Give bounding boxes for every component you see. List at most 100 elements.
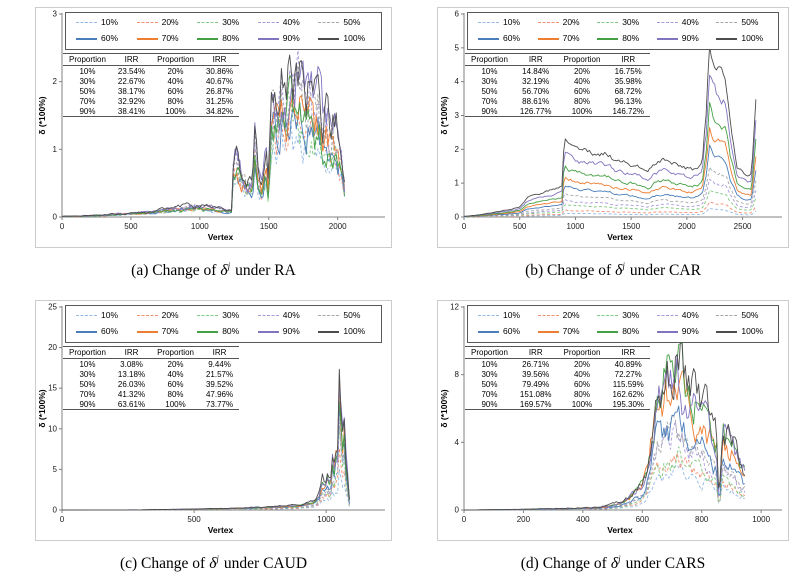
chart-legend-a: 10% 20% 30% 40% 50% 60% 70% 80% 90% 100% <box>65 12 382 50</box>
irr-table-header: IRR <box>513 53 558 66</box>
irr-table-header: IRR <box>606 346 651 359</box>
irr-table-cell: 40% <box>573 369 590 379</box>
legend-label: 20% <box>562 17 580 27</box>
legend-item-60%: 60% <box>76 34 137 43</box>
delta-symbol: δ <box>610 555 619 573</box>
irr-table-cell: 60% <box>167 379 184 389</box>
irr-table-cell: 9.44% <box>208 359 231 369</box>
legend-line-sample <box>478 330 499 333</box>
series-line-30% <box>62 425 350 511</box>
caption-suffix: under CAUD <box>223 555 308 573</box>
x-tick-label: 0 <box>462 222 467 231</box>
irr-table-cell: 40.89% <box>614 359 642 369</box>
chart-frame-a: 0 1 2 3 0 500 1000 1500 2000 Vertex δ (*100%) 10% 2… <box>35 7 392 248</box>
legend-line-sample <box>257 315 279 316</box>
irr-table-d: Proportion IRR Proportion IRR 10% 26.71% 20% 40… <box>465 346 651 410</box>
irr-table-cell: 96.13% <box>614 96 642 106</box>
legend-line-sample <box>76 22 97 23</box>
proportion-irr-table: Proportion IRR Proportion IRR 10% 23.54% 20% 30… <box>63 53 240 117</box>
series-line-50% <box>464 166 757 218</box>
legend-line-sample <box>136 330 158 333</box>
y-tick-label: 4 <box>455 77 460 86</box>
x-axis-label: Vertex <box>208 525 234 535</box>
irr-table-c: Proportion IRR Proportion IRR 10% 3.08% 20% 9.4… <box>63 346 240 410</box>
irr-table-cell: 90% <box>465 106 514 117</box>
legend-line-sample <box>537 315 559 316</box>
legend-label: 50% <box>343 17 361 27</box>
legend-line-sample <box>716 37 738 40</box>
irr-table-header: IRR <box>606 53 651 66</box>
legend-label: 30% <box>222 17 240 27</box>
irr-table-cell: 20% <box>573 359 590 369</box>
series-line-100% <box>62 368 350 511</box>
legend-item-20%: 20% <box>537 17 598 27</box>
irr-table-cell: 60% <box>573 379 590 389</box>
legend-label: 60% <box>101 33 119 43</box>
legend-line-sample <box>478 37 499 40</box>
series-line-40% <box>62 421 350 511</box>
legend-item-70%: 70% <box>136 327 198 336</box>
legend-item-70%: 70% <box>537 326 598 336</box>
caption-suffix: under RA <box>235 262 296 280</box>
y-tick-label: 3 <box>53 10 58 19</box>
irr-table-row: 50% 79.49% 60% 115.59% <box>465 379 650 389</box>
legend-label: 70% <box>161 33 179 43</box>
legend-item-20%: 20% <box>136 311 198 320</box>
irr-table-cell: 146.72% <box>606 106 651 117</box>
irr-table-cell: 39.56% <box>522 369 550 379</box>
legend-line-sample <box>197 315 219 316</box>
legend-item-100%: 100% <box>318 34 379 43</box>
irr-table-header: IRR <box>199 346 240 359</box>
irr-table-cell: 16.75% <box>614 66 642 76</box>
legend-item-60%: 60% <box>478 34 538 43</box>
irr-table-row: 70% 32.92% 80% 31.25% <box>63 96 239 106</box>
delta-symbol: δ <box>209 555 217 573</box>
chart-canvas-c: 0 5 10 15 20 25 0 500 1000 Vertex δ (*100%) <box>37 303 385 535</box>
legend-line-sample <box>136 37 158 40</box>
legend-line-sample <box>656 37 678 40</box>
irr-table-cell: 68.72% <box>614 86 642 96</box>
legend-label: 40% <box>681 310 699 320</box>
irr-table-cell: 50% <box>79 379 96 389</box>
y-tick-label: 0 <box>455 506 460 515</box>
legend-label: 90% <box>282 33 300 43</box>
irr-table-cell: 35.98% <box>614 76 642 86</box>
legend-item-20%: 20% <box>537 311 598 320</box>
irr-table-cell: 60% <box>167 86 184 96</box>
caption-prefix: (d) Change of <box>520 555 607 573</box>
irr-table-b: Proportion IRR Proportion IRR 10% 14.84% 20% 16… <box>465 53 651 117</box>
series-line-60% <box>61 101 345 218</box>
x-tick-label: 1500 <box>622 222 640 231</box>
legend-line-sample <box>597 22 619 23</box>
legend-label: 100% <box>343 326 366 336</box>
x-tick-label: 2000 <box>678 222 696 231</box>
y-tick-label: 25 <box>48 303 57 312</box>
legend-item-50%: 50% <box>318 311 379 320</box>
series-line-80% <box>62 400 350 511</box>
irr-table-cell: 70% <box>79 389 96 399</box>
legend-item-10%: 10% <box>76 18 137 27</box>
irr-table-cell: 79.49% <box>522 379 550 389</box>
chart-legend-d: 10% 20% 30% 40% 50% 60% 70% 80% 90% 100% <box>467 305 779 343</box>
chart-frame-c: 0 5 10 15 20 25 0 500 1000 Vertex δ (*100%) 10% 20%… <box>35 300 392 541</box>
series-line-90% <box>463 74 757 217</box>
y-tick-label: 0 <box>53 506 58 515</box>
legend-item-40%: 40% <box>257 18 319 27</box>
legend-line-sample <box>537 37 559 40</box>
x-tick-label: 1500 <box>260 222 278 231</box>
legend-label: 70% <box>562 326 580 336</box>
legend-item-90%: 90% <box>257 33 319 43</box>
legend-line-sample <box>478 22 499 23</box>
irr-table-cell: 80% <box>573 389 590 399</box>
x-tick-label: 1000 <box>752 515 770 524</box>
y-tick-label: 5 <box>53 465 58 474</box>
legend-line-sample <box>656 330 678 333</box>
legend-label: 50% <box>741 17 759 27</box>
chart-canvas-b: 0 1 2 3 4 5 6 0 500 1000 1500 2000 2500 Vertex δ (*100… <box>439 10 782 242</box>
series-line-70% <box>464 126 757 218</box>
x-tick-label: 200 <box>517 515 531 524</box>
irr-table-cell: 47.96% <box>205 389 234 399</box>
x-tick-label: 500 <box>513 222 527 231</box>
y-axis-label: δ (*100%) <box>37 96 47 134</box>
y-tick-label: 1 <box>53 145 58 154</box>
